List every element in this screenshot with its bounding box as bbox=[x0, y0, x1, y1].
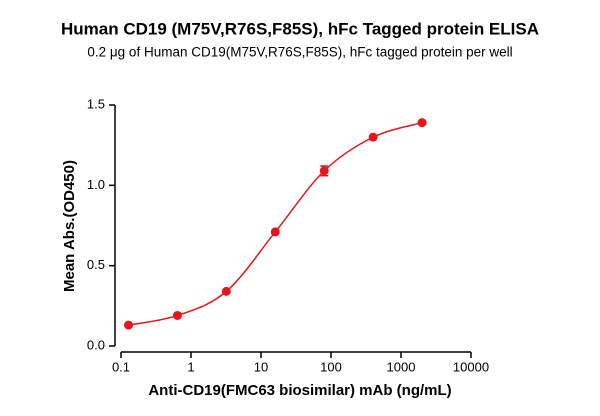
y-axis-label: Mean Abs.(OD450) bbox=[61, 160, 78, 292]
y-tick-label: 1.5 bbox=[87, 96, 105, 111]
data-point bbox=[221, 286, 231, 296]
x-tick-label: 10000 bbox=[453, 359, 489, 374]
data-point bbox=[368, 132, 378, 142]
x-tick-label: 0.1 bbox=[112, 359, 130, 374]
chart-subtitle: 0.2 μg of Human CD19(M75V,R76S,F85S), hF… bbox=[87, 45, 512, 60]
fit-curve bbox=[128, 121, 423, 326]
y-tick-label: 1.0 bbox=[87, 177, 105, 192]
y-tick-label: 0.5 bbox=[87, 257, 105, 272]
x-tick-label: 10 bbox=[254, 359, 268, 374]
data-point bbox=[319, 166, 329, 176]
chart-title: Human CD19 (M75V,R76S,F85S), hFc Tagged … bbox=[61, 19, 539, 38]
x-tick-label: 1000 bbox=[387, 359, 416, 374]
data-point bbox=[172, 310, 182, 320]
x-tick-label: 100 bbox=[320, 359, 342, 374]
data-point bbox=[270, 227, 280, 237]
x-axis-label: Anti-CD19(FMC63 biosimilar) mAb (ng/mL) bbox=[148, 382, 451, 399]
x-tick-label: 1 bbox=[187, 359, 194, 374]
data-point bbox=[417, 118, 427, 128]
y-tick-label: 0.0 bbox=[87, 337, 105, 352]
data-point bbox=[124, 320, 134, 330]
